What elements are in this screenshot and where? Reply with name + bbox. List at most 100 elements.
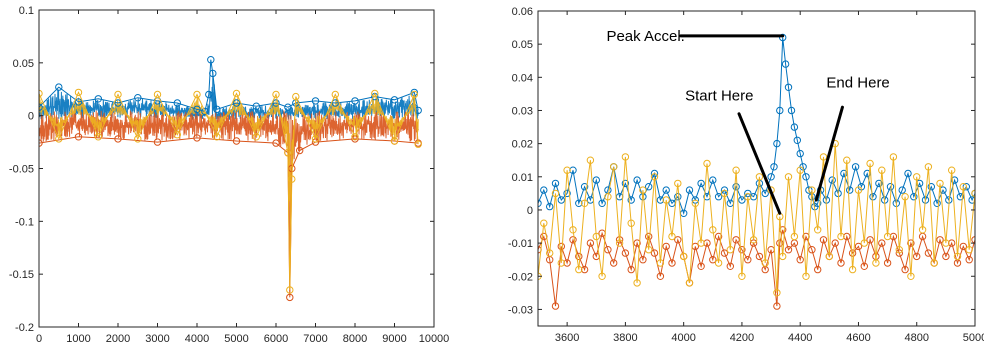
data-point (854, 186, 863, 194)
data-point (697, 179, 705, 188)
data-point (953, 252, 962, 261)
y-tick-label: 0.04 (512, 72, 533, 84)
series-layer (538, 33, 975, 310)
y-tick-label: -0.03 (508, 304, 533, 316)
data-point (875, 179, 883, 188)
x-tick-label: 4000 (185, 333, 209, 345)
data-point (390, 96, 399, 104)
data-point (575, 265, 583, 274)
data-point (650, 169, 659, 178)
data-point (709, 176, 717, 184)
data-point (918, 226, 927, 234)
data-point (709, 256, 717, 264)
data-point (662, 242, 670, 251)
data-point (645, 232, 653, 241)
data-point (732, 183, 740, 191)
data-point (793, 136, 801, 145)
data-point (94, 133, 103, 141)
data-point (645, 183, 653, 191)
data-point (749, 193, 758, 201)
data-point (650, 173, 659, 181)
data-point (252, 102, 260, 110)
data-point (598, 272, 606, 280)
data-point (546, 249, 554, 257)
data-point (232, 89, 241, 98)
data-point (749, 236, 758, 244)
y-tick-label: 0.05 (13, 58, 34, 70)
data-point (311, 135, 320, 143)
data-point (872, 259, 880, 267)
data-point (272, 139, 280, 147)
data-point (551, 302, 560, 310)
data-point (680, 252, 688, 261)
chart-right-zoomed-event: 3600 3800 4000 4200 4400 4600 4800 5000 -0.03 -0.… (508, 6, 984, 344)
data-point (808, 246, 816, 254)
data-point (557, 196, 565, 204)
data-point (714, 232, 723, 241)
y-tick-label: 0.06 (512, 6, 533, 18)
series-2 (39, 88, 422, 294)
data-point (956, 193, 965, 201)
data-point (173, 99, 182, 107)
data-point (633, 279, 641, 287)
data-point (781, 60, 790, 68)
data-point (776, 106, 784, 115)
data-point (910, 193, 918, 201)
data-point (292, 92, 300, 101)
data-point (784, 83, 793, 92)
x-tick-label: 10000 (419, 333, 450, 345)
data-point (639, 186, 647, 194)
data-point (205, 90, 213, 99)
data-point (604, 246, 612, 254)
data-point (284, 149, 292, 157)
data-point (878, 239, 886, 247)
x-tick-label: 3600 (555, 332, 579, 344)
data-point (883, 259, 892, 267)
data-point (656, 259, 665, 267)
axes-box (537, 10, 976, 327)
data-point (639, 256, 647, 264)
data-point (134, 135, 142, 143)
data-point (930, 259, 938, 267)
data-point (770, 163, 778, 171)
data-point (808, 186, 816, 194)
annotation: End Here (814, 74, 890, 202)
data-point (592, 232, 600, 241)
data-point (819, 236, 828, 244)
data-point (193, 90, 201, 99)
data-point (540, 232, 548, 241)
data-point (569, 236, 577, 244)
data-point (933, 199, 941, 208)
data-point (656, 272, 665, 280)
data-point (854, 242, 863, 251)
data-point (744, 189, 752, 198)
data-point (311, 97, 320, 105)
annotation-pointer (737, 112, 782, 215)
x-tick-label: 3800 (613, 332, 637, 344)
series-2 (538, 139, 975, 297)
x-tick-label: 5000 (224, 333, 248, 345)
data-point (796, 256, 804, 264)
data-point (898, 186, 906, 194)
data-point (55, 135, 63, 143)
data-point (685, 186, 694, 194)
y-tick-label: 0.1 (19, 5, 34, 17)
data-point (790, 232, 799, 241)
annotation-pointer (814, 105, 844, 202)
data-point (831, 239, 839, 247)
data-point (907, 272, 915, 280)
data-point (851, 163, 860, 171)
data-point (153, 90, 162, 99)
data-point (828, 176, 836, 184)
data-point (907, 239, 915, 247)
data-point (173, 131, 182, 139)
data-point (860, 239, 868, 247)
data-point (744, 193, 752, 201)
data-point (720, 189, 729, 198)
data-point (546, 202, 554, 211)
y-tick-label: -0.02 (508, 271, 533, 283)
data-point (904, 169, 912, 178)
data-point (773, 302, 781, 310)
data-point (965, 246, 973, 254)
